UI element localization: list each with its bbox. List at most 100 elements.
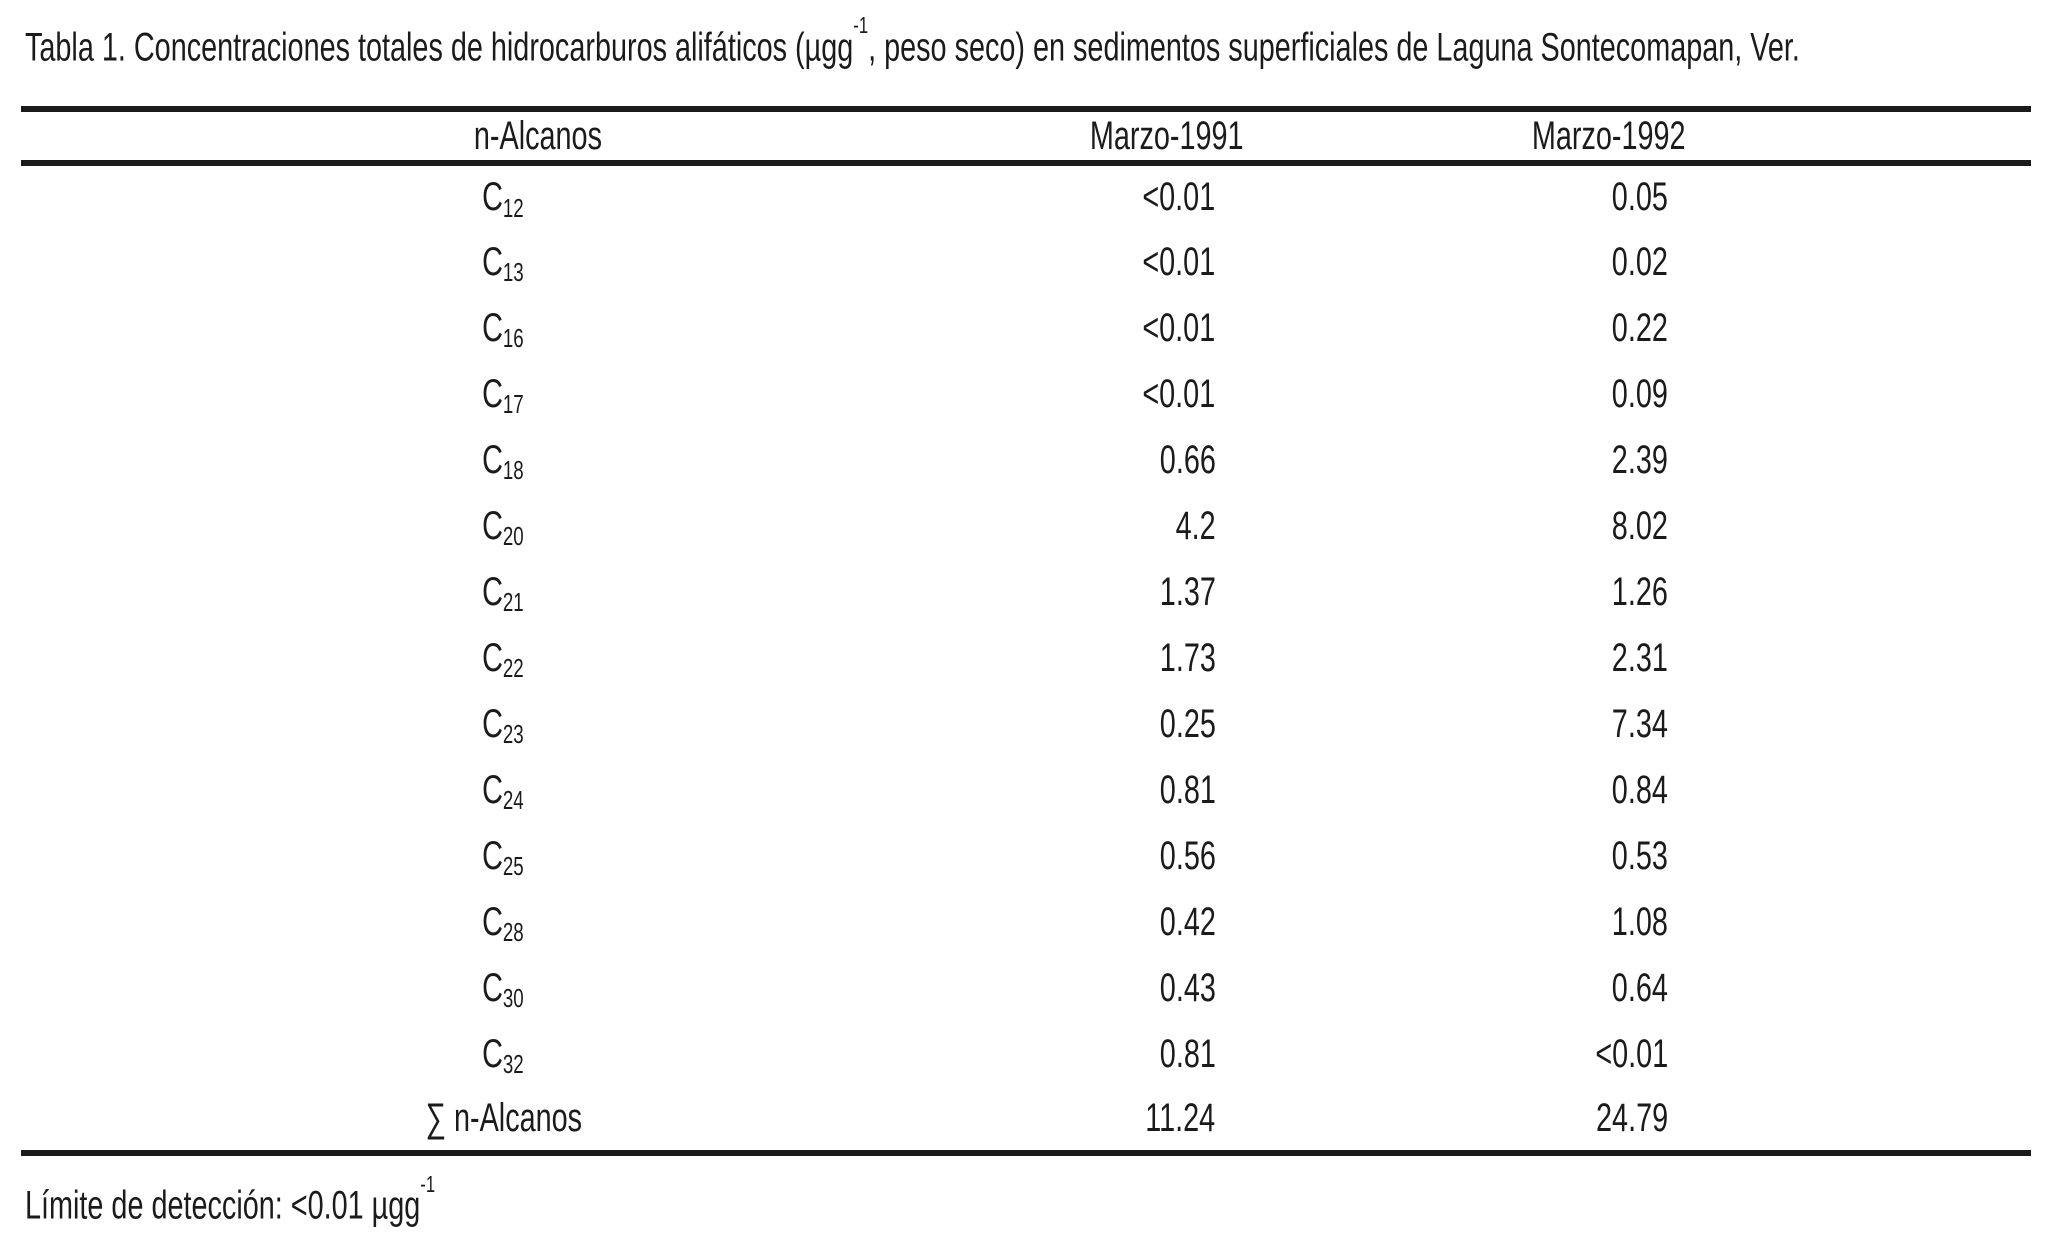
spacer-cell xyxy=(1870,427,2031,493)
value-1992: 1.08 xyxy=(1612,899,1669,944)
table-row: C18 0.66 2.39 xyxy=(21,427,2031,493)
header-n-alcanos: n-Alcanos xyxy=(21,109,986,167)
alkane-subscript: 16 xyxy=(503,323,525,354)
table-header: n-Alcanos Marzo-1991 Marzo-1992 xyxy=(21,109,2031,167)
alkane-label: C xyxy=(482,1031,504,1076)
alkane-label-cell: C21 xyxy=(21,559,986,625)
value-1991: <0.01 xyxy=(1142,371,1216,416)
table-row: C28 0.42 1.08 xyxy=(21,889,2031,955)
value-1991: <0.01 xyxy=(1142,175,1216,220)
value-1991-cell: 0.56 xyxy=(986,823,1348,889)
value-1991-cell: 0.43 xyxy=(986,955,1348,1021)
value-1992-cell: 0.05 xyxy=(1348,163,1871,229)
value-1992-cell: <0.01 xyxy=(1348,1021,1871,1087)
header-marzo-1991: Marzo-1991 xyxy=(985,109,1348,167)
value-1991-cell: 0.66 xyxy=(986,427,1348,493)
table-row: ∑ n-Alcanos 11.24 24.79 xyxy=(21,1087,2031,1153)
value-1991: 11.24 xyxy=(1145,1096,1216,1141)
value-1992: 0.05 xyxy=(1612,175,1669,220)
value-1991: 0.56 xyxy=(1159,833,1216,878)
spacer-cell xyxy=(1870,229,2031,295)
value-1991: 0.42 xyxy=(1159,899,1216,944)
value-1992-cell: 0.84 xyxy=(1348,757,1871,823)
alkane-label-cell: C32 xyxy=(21,1021,986,1087)
value-1992: 0.84 xyxy=(1612,767,1669,812)
caption-superscript: -1 xyxy=(853,12,869,39)
value-1992-cell: 8.02 xyxy=(1348,493,1871,559)
value-1992: 0.64 xyxy=(1612,965,1669,1010)
spacer-cell xyxy=(1870,1087,2031,1153)
value-1992: 7.34 xyxy=(1612,701,1669,746)
table-row: C22 1.73 2.31 xyxy=(21,625,2031,691)
spacer-cell xyxy=(1870,295,2031,361)
header-spacer xyxy=(1870,109,2031,167)
value-1992-cell: 24.79 xyxy=(1348,1087,1871,1153)
value-1992-cell: 1.08 xyxy=(1348,889,1871,955)
detection-limit-footnote: Límite de detección: <0.01 µgg-1 xyxy=(25,1171,2027,1229)
alkane-label: C xyxy=(482,635,504,680)
spacer-cell xyxy=(1870,691,2031,757)
value-1992: 0.22 xyxy=(1612,305,1669,350)
value-1992-cell: 2.39 xyxy=(1348,427,1871,493)
value-1991: 0.43 xyxy=(1159,965,1216,1010)
alkane-subscript: 13 xyxy=(503,257,525,288)
alkane-subscript: 12 xyxy=(503,192,525,223)
value-1991-cell: 0.81 xyxy=(986,757,1348,823)
alkane-subscript: 25 xyxy=(503,851,525,882)
header-row: n-Alcanos Marzo-1991 Marzo-1992 xyxy=(21,109,2031,167)
alkane-label: C xyxy=(482,965,504,1010)
value-1991: 0.66 xyxy=(1159,437,1216,482)
value-1992-cell: 7.34 xyxy=(1348,691,1871,757)
value-1991-cell: <0.01 xyxy=(986,229,1348,295)
table-row: C20 4.2 8.02 xyxy=(21,493,2031,559)
table-row: C25 0.56 0.53 xyxy=(21,823,2031,889)
alkane-subscript: 24 xyxy=(503,785,525,816)
alkane-label-cell: C12 xyxy=(21,163,986,229)
alkane-label-cell: C23 xyxy=(21,691,986,757)
alkane-label: C xyxy=(482,371,504,416)
table-row: C12 <0.01 0.05 xyxy=(21,163,2031,229)
spacer-cell xyxy=(1870,493,2031,559)
alkane-label-cell: C22 xyxy=(21,625,986,691)
alkane-subscript: 18 xyxy=(503,455,525,486)
value-1991: <0.01 xyxy=(1142,305,1216,350)
value-1992: 2.39 xyxy=(1612,437,1669,482)
alkane-label: C xyxy=(482,239,504,284)
alkane-label: C xyxy=(482,767,504,812)
alkane-label: C xyxy=(482,701,504,746)
table-row: C23 0.25 7.34 xyxy=(21,691,2031,757)
value-1992-cell: 1.26 xyxy=(1348,559,1871,625)
spacer-cell xyxy=(1870,1021,2031,1087)
alkane-subscript: 17 xyxy=(503,389,525,420)
value-1992: 0.09 xyxy=(1612,371,1669,416)
value-1991: 0.25 xyxy=(1159,701,1216,746)
value-1992: <0.01 xyxy=(1595,1031,1669,1076)
footnote-text: Límite de detección: <0.01 µgg xyxy=(25,1183,421,1228)
alkane-subscript: 22 xyxy=(503,653,525,684)
value-1991-cell: <0.01 xyxy=(986,361,1348,427)
table-row: C13 <0.01 0.02 xyxy=(21,229,2031,295)
value-1992-cell: 2.31 xyxy=(1348,625,1871,691)
value-1991-cell: <0.01 xyxy=(986,163,1348,229)
value-1991: 1.73 xyxy=(1159,635,1216,680)
alkane-label: ∑ n-Alcanos xyxy=(425,1096,582,1141)
value-1992-cell: 0.09 xyxy=(1348,361,1871,427)
alkane-label: C xyxy=(482,175,504,220)
caption-text: Tabla 1. Concentraciones totales de hidr… xyxy=(25,25,854,70)
table-row: C24 0.81 0.84 xyxy=(21,757,2031,823)
value-1992: 8.02 xyxy=(1612,503,1669,548)
table-row: C30 0.43 0.64 xyxy=(21,955,2031,1021)
value-1992: 2.31 xyxy=(1612,635,1669,680)
spacer-cell xyxy=(1870,757,2031,823)
spacer-cell xyxy=(1870,163,2031,229)
value-1992-cell: 0.53 xyxy=(1348,823,1871,889)
alkane-label-cell: C16 xyxy=(21,295,986,361)
value-1991-cell: 0.42 xyxy=(986,889,1348,955)
table-caption: Tabla 1. Concentraciones totales de hidr… xyxy=(25,12,2027,71)
alkane-label-cell: C20 xyxy=(21,493,986,559)
value-1991-cell: 1.37 xyxy=(986,559,1348,625)
value-1991: 0.81 xyxy=(1159,767,1216,812)
concentration-table: n-Alcanos Marzo-1991 Marzo-1992 C12 <0.0… xyxy=(21,106,2031,1157)
alkane-label: C xyxy=(482,437,504,482)
alkane-label-cell: C25 xyxy=(21,823,986,889)
